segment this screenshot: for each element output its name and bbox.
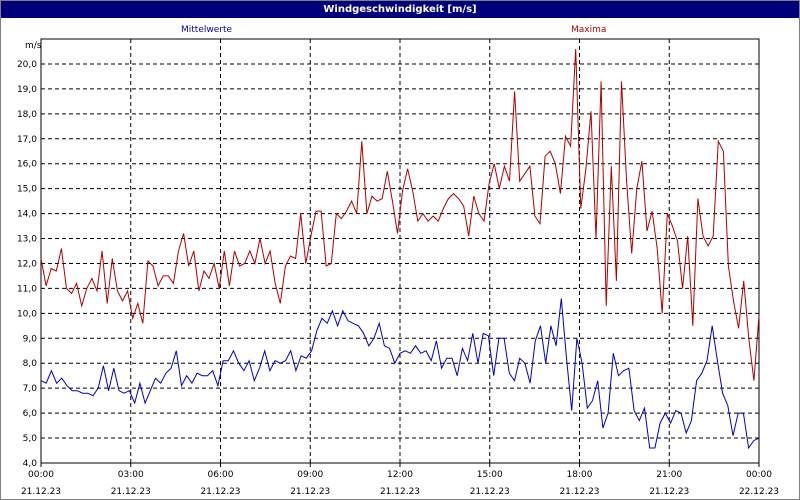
x-tick-date: 21.12.23 bbox=[21, 487, 61, 497]
x-tick-date: 21.12.23 bbox=[200, 487, 240, 497]
window-title: Windgeschwindigkeit [m/s] bbox=[1, 1, 799, 18]
x-tick-time: 00:00 bbox=[28, 470, 54, 480]
y-tick-label: 5,0 bbox=[23, 434, 38, 444]
x-tick-date: 22.12.23 bbox=[739, 487, 779, 497]
x-tick-time: 21:00 bbox=[656, 470, 682, 480]
y-tick-label: 8,0 bbox=[23, 359, 38, 369]
x-tick-date: 21.12.23 bbox=[649, 487, 689, 497]
x-tick-time: 09:00 bbox=[297, 470, 323, 480]
x-tick-date: 21.12.23 bbox=[470, 487, 510, 497]
x-tick-date: 21.12.23 bbox=[380, 487, 420, 497]
y-tick-label: 17,0 bbox=[17, 135, 37, 145]
series-line-mittelwerte bbox=[40, 298, 760, 450]
legend-maxima: Maxima bbox=[571, 25, 607, 35]
x-tick-time: 15:00 bbox=[477, 470, 503, 480]
x-tick-date: 21.12.23 bbox=[559, 487, 599, 497]
x-tick-time: 12:00 bbox=[387, 470, 413, 480]
legend-mittelwerte: Mittelwerte bbox=[181, 25, 233, 35]
y-axis-unit: m/s bbox=[25, 41, 42, 51]
x-tick-date: 21.12.23 bbox=[290, 487, 330, 497]
y-tick-label: 11,0 bbox=[17, 284, 37, 294]
y-tick-label: 4,0 bbox=[23, 459, 38, 469]
y-tick-label: 7,0 bbox=[23, 384, 38, 394]
x-tick-time: 00:00 bbox=[746, 470, 772, 480]
y-tick-label: 16,0 bbox=[17, 160, 37, 170]
y-tick-label: 19,0 bbox=[17, 85, 37, 95]
y-tick-label: 9,0 bbox=[23, 334, 38, 344]
x-tick-time: 06:00 bbox=[208, 470, 234, 480]
y-tick-label: 20,0 bbox=[17, 60, 37, 70]
y-tick-label: 10,0 bbox=[17, 309, 37, 319]
series-line-maxima bbox=[40, 48, 760, 381]
x-tick-date: 21.12.23 bbox=[111, 487, 151, 497]
y-tick-label: 18,0 bbox=[17, 110, 37, 120]
y-tick-label: 6,0 bbox=[23, 409, 38, 419]
y-tick-label: 12,0 bbox=[17, 259, 37, 269]
y-tick-label: 14,0 bbox=[17, 210, 37, 220]
x-tick-time: 03:00 bbox=[118, 470, 144, 480]
x-tick-time: 18:00 bbox=[567, 470, 593, 480]
y-tick-label: 15,0 bbox=[17, 185, 37, 195]
y-tick-label: 13,0 bbox=[17, 235, 37, 245]
